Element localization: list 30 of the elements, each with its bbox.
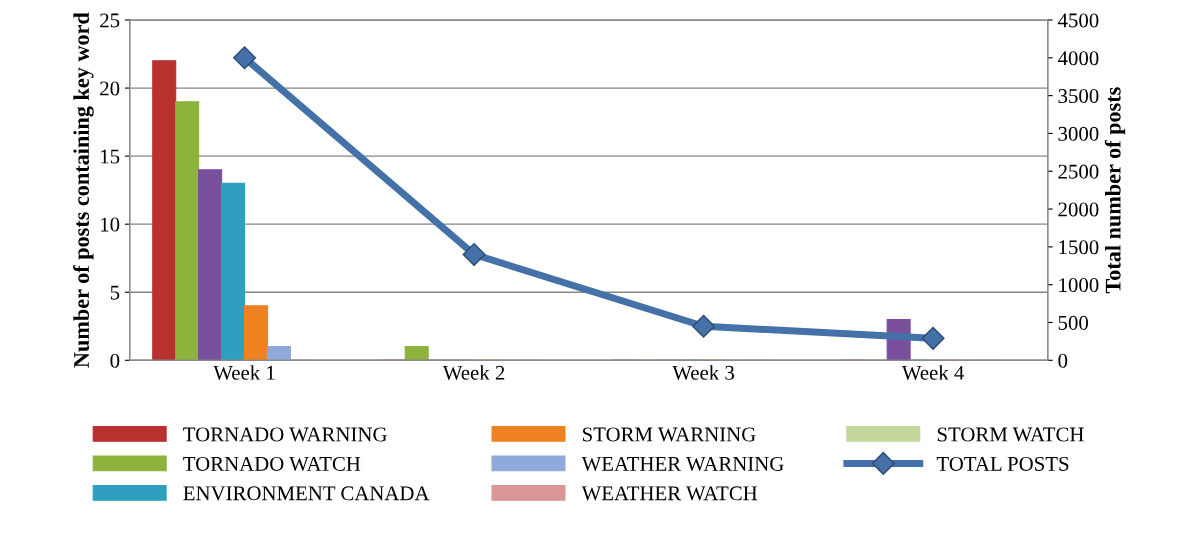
y-tick-label: 15 — [101, 149, 120, 164]
y2-tick-label: 500 — [1058, 315, 1089, 330]
legend-label: ENVIRONMENT CANADA — [183, 486, 430, 501]
legend-label: TORNADO WATCH — [183, 456, 361, 472]
legend-label: WEATHER WARNING — [581, 456, 784, 472]
y2-axis-title: Total number of posts — [1104, 87, 1126, 294]
legend-label: WEATHER WATCH — [581, 486, 758, 501]
legend-label: TOTAL POSTS — [936, 456, 1069, 471]
x-tick-label: Week 1 — [213, 365, 275, 380]
legend-label: STORM WATCH — [937, 427, 1084, 442]
y-tick-label: 20 — [100, 81, 120, 96]
y2-tick-label: 1500 — [1059, 240, 1099, 255]
x-tick-label: Week 4 — [901, 365, 965, 380]
y2-tick-label: 1000 — [1059, 278, 1099, 293]
x-tick-label: Week 2 — [442, 365, 505, 380]
y2-tick-label: 4000 — [1057, 51, 1099, 66]
legend-label: TORNADO WARNING — [183, 427, 387, 442]
y2-tick-label: 0 — [1058, 353, 1068, 368]
y2-tick-label: 2000 — [1058, 202, 1099, 217]
y-tick-label: 10 — [101, 217, 120, 232]
y-axis-title: Number of posts containing key word — [73, 12, 94, 368]
x-tick-label: Week 3 — [672, 365, 735, 380]
y-tick-label: 25 — [100, 13, 120, 28]
y2-tick-label: 3500 — [1058, 89, 1099, 104]
y2-tick-label: 4500 — [1057, 13, 1099, 28]
y-tick-label: 5 — [110, 285, 120, 300]
legend-label: STORM WARNING — [583, 427, 756, 442]
y2-tick-label: 3000 — [1058, 126, 1099, 141]
y-tick-label: 0 — [110, 353, 120, 368]
y2-tick-label: 2500 — [1058, 164, 1099, 179]
